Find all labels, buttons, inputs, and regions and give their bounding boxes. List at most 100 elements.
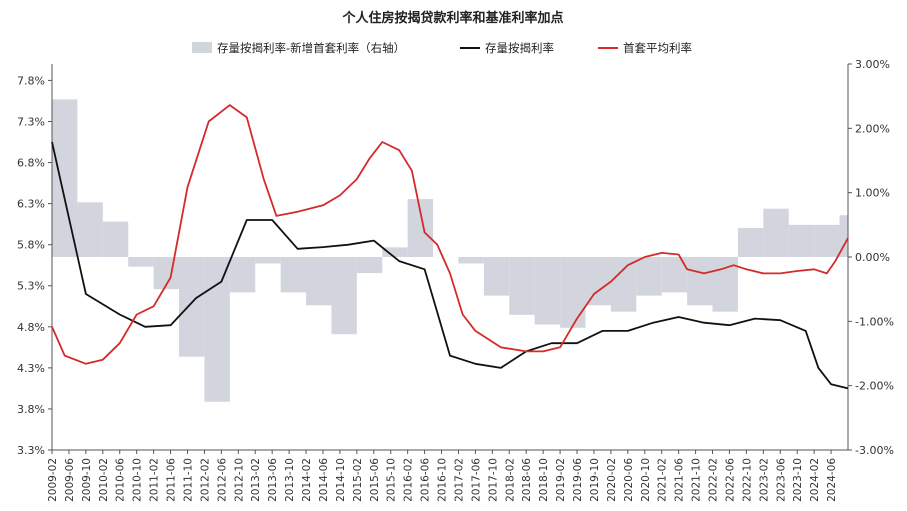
legend: 存量按揭利率-新增首套利率（右轴） 存量按揭利率 首套平均利率 <box>192 41 692 55</box>
x-tick-label: 2024-02 <box>809 458 821 502</box>
x-tick-label: 2019-10 <box>589 458 601 502</box>
right-tick-label: 1.00% <box>855 187 890 200</box>
left-tick-label: 7.3% <box>17 115 45 128</box>
bar <box>306 257 332 306</box>
x-tick-label: 2022-06 <box>724 458 736 502</box>
x-tick-label: 2010-10 <box>132 458 144 502</box>
x-tick-label: 2013-10 <box>284 458 296 502</box>
left-tick-label: 4.8% <box>17 321 45 334</box>
bar <box>77 202 103 257</box>
legend-swatch-bar <box>192 42 212 53</box>
x-tick-label: 2019-06 <box>572 458 584 502</box>
axes: 3.3% 3.8% 4.3% 4.8% 5.3% 5.8% 6.3% 6.8% 7.3% 7.8%… <box>17 58 894 502</box>
x-tick-label: 2015-02 <box>352 458 364 502</box>
x-tick-label: 2014-06 <box>318 458 330 502</box>
x-tick-label: 2011-06 <box>166 458 178 502</box>
right-tick-label: -3.00% <box>855 444 894 457</box>
bar <box>534 257 561 325</box>
x-tick-label: 2024-06 <box>826 458 838 502</box>
x-tick-label: 2016-10 <box>437 458 449 502</box>
x-tick-label: 2017-10 <box>487 458 499 502</box>
x-tick-label: 2018-02 <box>504 458 516 502</box>
left-tick-label: 6.3% <box>17 198 45 211</box>
x-tick-label: 2023-10 <box>792 458 804 502</box>
x-tick-label: 2009-06 <box>64 458 76 502</box>
legend-label: 存量按揭利率 <box>485 41 554 55</box>
x-tick-label: 2009-02 <box>47 458 59 502</box>
x-tick-label: 2018-10 <box>538 458 550 502</box>
right-tick-label: -2.00% <box>855 380 894 393</box>
x-tick-label: 2020-02 <box>606 458 618 502</box>
bar <box>52 99 78 257</box>
x-tick-label: 2017-06 <box>470 458 482 502</box>
left-tick-label: 4.3% <box>17 362 45 375</box>
bar <box>788 224 815 257</box>
bar <box>687 257 713 306</box>
bar <box>128 257 154 267</box>
bar <box>280 257 307 293</box>
x-tick-label: 2016-02 <box>403 458 415 502</box>
right-tick-label: 3.00% <box>855 58 890 71</box>
x-tick-label: 2018-06 <box>521 458 533 502</box>
x-tick-label: 2021-10 <box>691 458 703 502</box>
bar <box>636 257 662 296</box>
left-tick-label: 7.8% <box>17 74 45 87</box>
x-tick-label: 2013-02 <box>250 458 262 502</box>
left-tick-label: 3.3% <box>17 444 45 457</box>
x-tick-label: 2013-06 <box>267 458 279 502</box>
x-tick-label: 2016-06 <box>420 458 432 502</box>
bar <box>763 208 789 257</box>
right-tick-label: 2.00% <box>855 122 890 135</box>
chart-title: 个人住房按揭贷款利率和基准利率加点 <box>341 10 563 26</box>
bar <box>509 257 535 315</box>
x-tick-label: 2023-02 <box>758 458 770 502</box>
x-tick-label: 2011-10 <box>182 458 194 502</box>
legend-label: 首套平均利率 <box>623 41 692 55</box>
bar-series <box>52 99 848 402</box>
bar <box>814 224 840 257</box>
left-tick-label: 5.3% <box>17 280 45 293</box>
bar <box>483 257 510 296</box>
bar <box>331 257 357 335</box>
bar <box>229 257 256 293</box>
bar <box>356 257 383 274</box>
bar <box>255 257 281 264</box>
series-line-first-home-avg-rate <box>51 104 849 365</box>
x-tick-label: 2015-10 <box>386 458 398 502</box>
x-tick-label: 2012-06 <box>216 458 228 502</box>
legend-label: 存量按揭利率-新增首套利率（右轴） <box>217 41 405 55</box>
x-tick-label: 2022-10 <box>741 458 753 502</box>
line-series <box>51 104 849 390</box>
bar <box>610 257 637 312</box>
bar <box>179 257 205 357</box>
x-tick-label: 2014-02 <box>301 458 313 502</box>
bar <box>382 247 408 257</box>
x-tick-label: 2023-06 <box>775 458 787 502</box>
series-line-stock-mortgage-rate <box>51 141 849 390</box>
x-tick-label: 2015-06 <box>369 458 381 502</box>
bar <box>458 257 484 264</box>
x-tick-label: 2019-02 <box>555 458 567 502</box>
x-tick-label: 2012-02 <box>199 458 211 502</box>
x-tick-label: 2014-10 <box>335 458 347 502</box>
bar <box>560 257 586 328</box>
x-tick-label: 2021-06 <box>674 458 686 502</box>
bar <box>204 257 230 402</box>
left-tick-label: 6.8% <box>17 157 45 170</box>
bar <box>737 228 764 257</box>
x-tick-label: 2020-10 <box>640 458 652 502</box>
bar <box>102 221 129 257</box>
x-tick-label: 2022-02 <box>708 458 720 502</box>
left-tick-label: 5.8% <box>17 239 45 252</box>
x-tick-label: 2009-10 <box>81 458 93 502</box>
x-tick-label: 2017-02 <box>453 458 465 502</box>
x-tick-label: 2010-02 <box>98 458 110 502</box>
bar <box>839 215 848 257</box>
bar <box>585 257 611 306</box>
x-tick-label: 2020-06 <box>623 458 635 502</box>
x-tick-label: 2021-02 <box>657 458 669 502</box>
left-tick-label: 3.8% <box>17 403 45 416</box>
x-tick-label: 2011-02 <box>149 458 161 502</box>
